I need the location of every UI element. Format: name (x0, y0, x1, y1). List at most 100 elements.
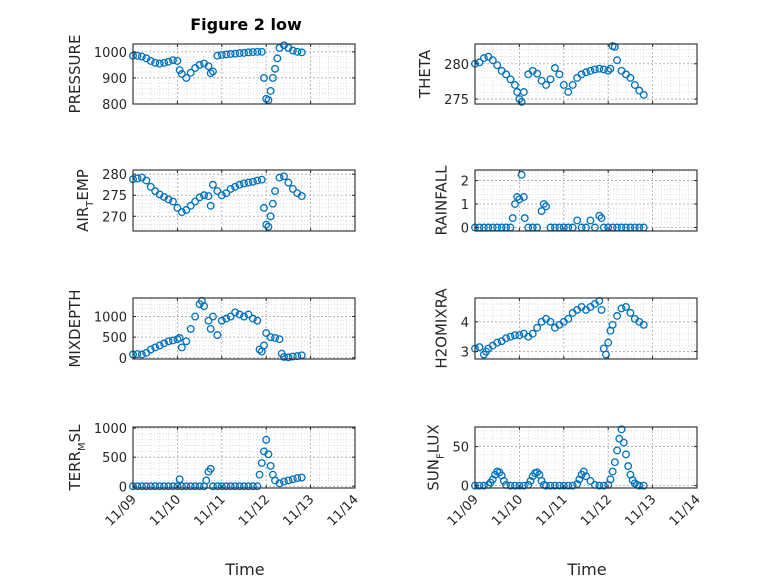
figure-title: Figure 2 low (190, 15, 302, 34)
data-point (546, 75, 555, 84)
y-axis-label: PRESSURE (66, 35, 84, 114)
data-point (511, 200, 519, 208)
data-point (586, 66, 595, 75)
data-point (206, 324, 215, 333)
subplot-theta: 275 280 THETA (416, 42, 698, 108)
data-point (266, 461, 275, 470)
data-series (129, 172, 306, 231)
data-point (635, 86, 644, 95)
data-point (590, 65, 599, 74)
data-point (155, 482, 164, 491)
data-point (175, 334, 184, 342)
data-point (275, 479, 284, 488)
data-point (177, 70, 186, 78)
data-point (266, 333, 275, 342)
data-point (151, 58, 160, 67)
data-point (506, 332, 515, 341)
subplot-terr_msl: 0 500 1000 11/09 11/10 11/11 11/12 11/13 11/14 TE… (66, 422, 362, 529)
data-point (511, 331, 519, 340)
data-point (222, 482, 231, 491)
data-point (519, 193, 528, 201)
data-point (475, 58, 484, 67)
axes-box (132, 297, 356, 360)
data-point (253, 47, 262, 56)
data-point (231, 49, 240, 58)
y-tick-label: 500 (102, 451, 127, 466)
data-point (182, 337, 191, 346)
data-point (517, 97, 526, 106)
data-point (488, 56, 497, 65)
data-point (280, 172, 288, 181)
data-point (253, 482, 262, 491)
data-point (582, 68, 590, 77)
data-series (471, 170, 648, 232)
data-point (146, 57, 155, 65)
data-point (542, 481, 550, 490)
data-point (511, 481, 519, 490)
data-point (133, 350, 142, 359)
subplot-h2omixra: 3 4 H2OMIXRA (433, 288, 698, 369)
data-point (186, 201, 195, 210)
x-axis-label-left: Time (224, 560, 264, 579)
data-point (613, 446, 622, 455)
data-point (275, 335, 284, 344)
data-point (137, 350, 146, 359)
data-point (617, 304, 626, 313)
data-point (597, 305, 606, 314)
y-tick-label: 2 (461, 175, 469, 190)
data-point (244, 482, 253, 491)
subplot-pressure: 800 900 1000 PRESSURE (66, 35, 356, 114)
plot-area (133, 44, 355, 104)
data-point (564, 88, 573, 96)
data-point (511, 80, 519, 89)
data-point (515, 331, 524, 340)
y-axis-label: AIRTEMP (74, 169, 96, 232)
data-point (499, 477, 508, 485)
data-point (248, 482, 257, 491)
data-point (297, 473, 306, 482)
plot-area (133, 170, 355, 231)
data-point (182, 73, 191, 82)
data-point (240, 312, 248, 321)
data-point (604, 338, 613, 347)
data-point (622, 450, 630, 459)
data-point (191, 197, 200, 206)
data-point (608, 320, 617, 329)
data-point (160, 339, 169, 348)
data-point (599, 481, 608, 490)
axes-box (132, 169, 356, 232)
data-point (226, 49, 235, 58)
data-point (271, 187, 280, 195)
data-series (471, 425, 648, 490)
y-axis-label: TERRMSL (66, 424, 88, 492)
data-point (284, 178, 293, 187)
data-point (508, 214, 517, 223)
data-point (475, 343, 484, 352)
data-point (164, 482, 173, 491)
data-point (602, 350, 610, 359)
data-point (235, 180, 244, 189)
data-point (133, 51, 142, 60)
data-point (595, 211, 604, 220)
y-tick-label: 280 (102, 168, 127, 183)
y-tick-label: 275 (444, 93, 469, 108)
data-point (624, 462, 633, 471)
data-point (244, 310, 253, 319)
data-point (244, 178, 253, 187)
data-point (191, 312, 200, 321)
plot-area (475, 170, 697, 231)
plot-area (475, 298, 697, 359)
data-point (639, 90, 648, 99)
x-tick-label: 11/09 (445, 492, 482, 529)
data-point (288, 475, 297, 484)
data-point (217, 191, 226, 200)
data-point (200, 302, 208, 311)
data-point (186, 324, 195, 333)
y-tick-label: 270 (102, 210, 127, 225)
data-point (479, 481, 488, 490)
axes-box (474, 169, 698, 232)
y-axis-label: THETA (416, 49, 434, 99)
data-point (271, 64, 280, 73)
data-point (177, 482, 186, 491)
